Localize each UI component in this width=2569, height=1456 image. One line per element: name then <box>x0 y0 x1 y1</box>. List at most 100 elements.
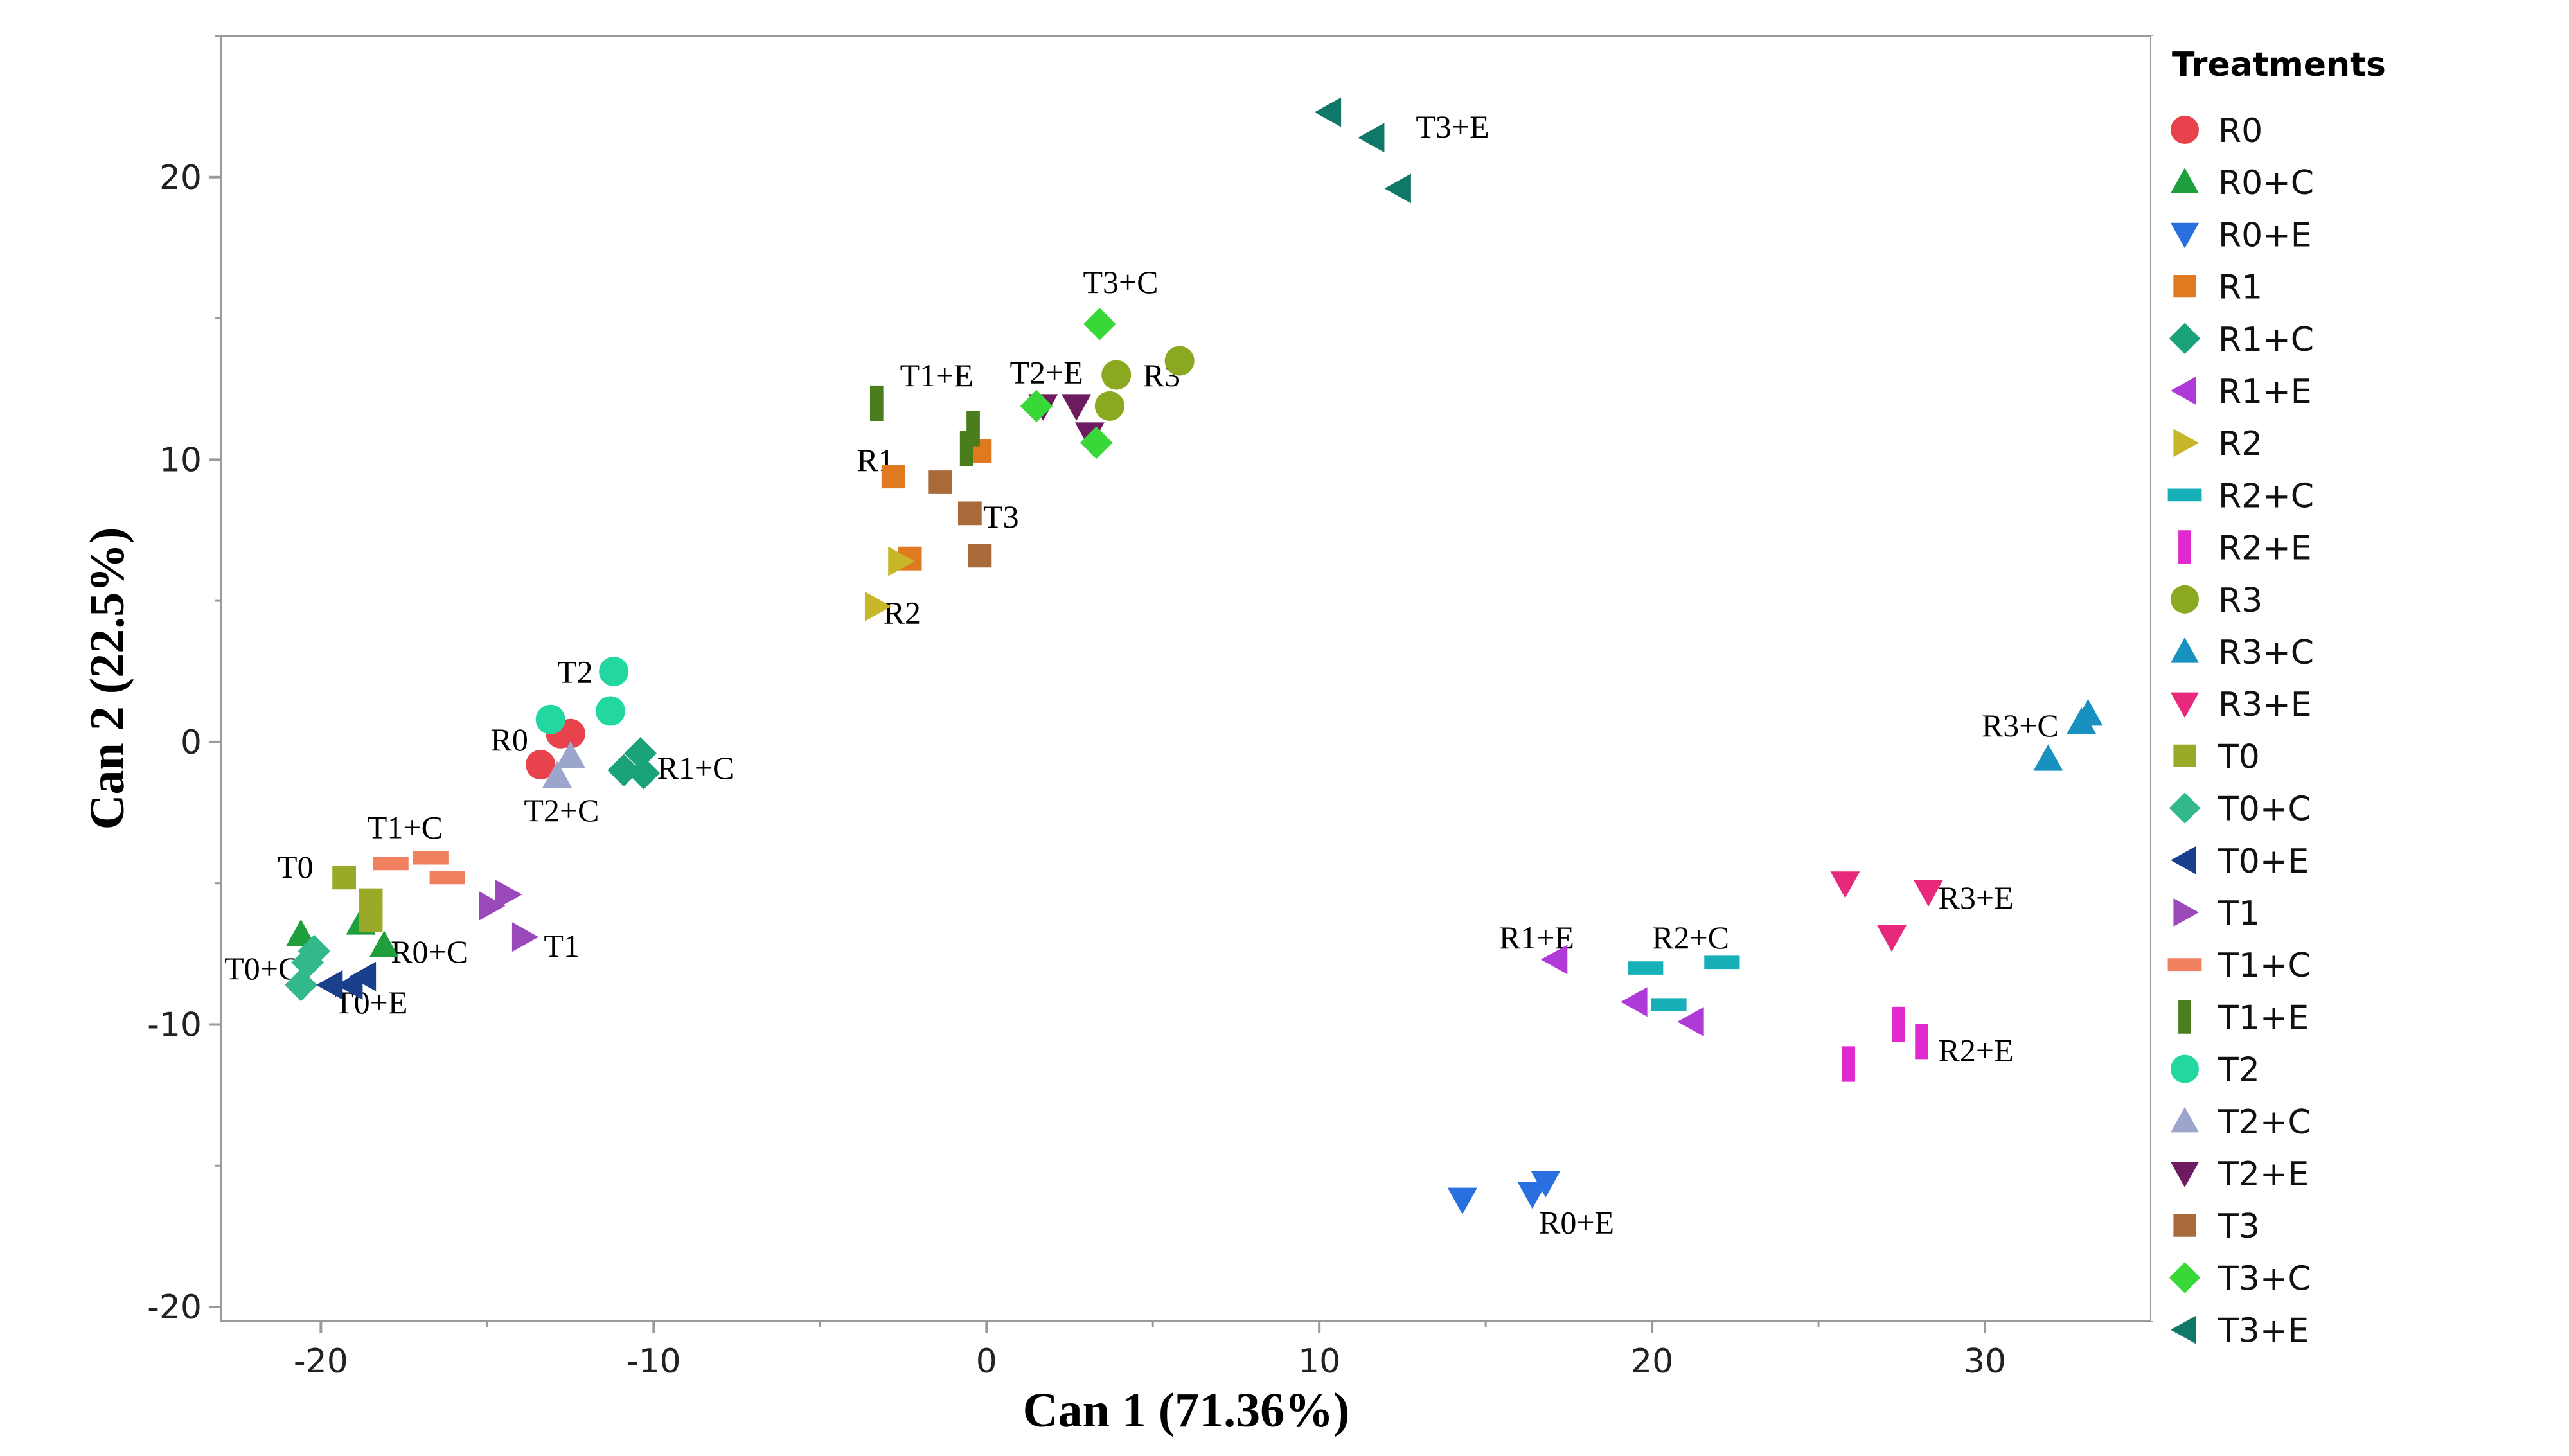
point-r3-plus-c <box>2033 744 2063 771</box>
annotation-t2-plus-c: T2+C <box>524 792 599 828</box>
y-tick-label: 10 <box>159 441 202 479</box>
legend-marker-r3 <box>2171 585 2199 614</box>
series-t1 <box>479 880 539 952</box>
annotation-t0-plus-c: T0+C <box>224 950 299 986</box>
series-t0-plus-c <box>285 934 331 1002</box>
point-r3 <box>1164 346 1195 376</box>
annotation-r0: R0 <box>491 722 528 758</box>
legend-label-r1-plus-e: R1+E <box>2218 373 2312 411</box>
point-t0-plus-e <box>335 970 363 1000</box>
series-t3 <box>928 470 992 568</box>
legend-label-r2-plus-c: R2+C <box>2218 477 2314 515</box>
series-r2-plus-e <box>1842 1006 1928 1082</box>
series-r3-plus-e <box>1830 871 1943 952</box>
legend-marker-t0-plus-e <box>2171 846 2196 874</box>
point-t0 <box>332 866 357 890</box>
series-t1-plus-e <box>869 385 980 466</box>
legend-marker-r2-plus-e <box>2178 530 2191 564</box>
point-t1-plus-c <box>373 857 409 871</box>
series-r2-plus-c <box>1628 955 1740 1012</box>
axis-ticks: -20 -10 0 10 20 30 -20 -10 0 10 20 <box>147 35 2006 1381</box>
annotation-t3-plus-e: T3+E <box>1416 109 1489 145</box>
legend-label-t3-plus-e: T3+E <box>2218 1312 2309 1351</box>
legend-label-r3-plus-e: R3+E <box>2218 686 2312 724</box>
point-t1 <box>511 922 539 952</box>
point-r0-plus-c <box>369 930 399 957</box>
point-t3 <box>968 544 992 568</box>
legend-marker-t3-plus-e <box>2171 1315 2196 1344</box>
legend-label-t1-plus-c: T1+C <box>2218 946 2311 985</box>
series-r2 <box>864 546 915 621</box>
legend-marker-r1-plus-e <box>2171 377 2196 405</box>
legend-marker-t2 <box>2171 1054 2199 1083</box>
point-t1-plus-c <box>413 851 449 865</box>
y-tick-label: -10 <box>147 1006 202 1044</box>
annotation-r2-plus-e: R2+E <box>1939 1033 2014 1069</box>
y-tick-label: 0 <box>181 724 202 762</box>
x-axis-title: Can 1 (71.36%) <box>1023 1383 1350 1437</box>
point-r1-plus-c <box>624 737 657 770</box>
legend-marker-r2 <box>2173 429 2199 457</box>
annotation-r1-plus-c: R1+C <box>657 750 734 786</box>
point-r1-plus-e <box>1621 987 1648 1017</box>
annotation-r2: R2 <box>884 594 921 630</box>
point-t2-plus-c <box>542 761 573 788</box>
legend-label-r1-plus-c: R1+C <box>2218 321 2314 359</box>
point-t1-plus-e <box>959 431 973 466</box>
point-r0-plus-e <box>1447 1187 1477 1214</box>
y-tick-label: -20 <box>147 1288 202 1327</box>
point-r2 <box>864 591 892 621</box>
data-points <box>285 97 2103 1214</box>
point-r2-plus-e <box>1892 1006 1905 1043</box>
x-tick-label: -10 <box>627 1342 681 1381</box>
point-r2-plus-e <box>1842 1046 1856 1082</box>
point-r2-plus-c <box>1651 998 1687 1012</box>
point-t3 <box>957 501 982 526</box>
point-r2-plus-e <box>1915 1024 1928 1060</box>
legend-marker-r2-plus-c <box>2167 488 2202 502</box>
legend-label-t2-plus-e: T2+E <box>2218 1155 2309 1194</box>
point-t3 <box>928 470 952 494</box>
legend-marker-t2-plus-e <box>2171 1162 2199 1187</box>
point-r3-plus-e <box>1830 871 1860 898</box>
point-t2-plus-c <box>555 741 585 768</box>
legend-label-r0-plus-c: R0+C <box>2218 164 2314 202</box>
legend-label-r0-plus-e: R0+E <box>2218 216 2312 254</box>
legend-label-r3-plus-c: R3+C <box>2218 634 2314 672</box>
point-r0 <box>526 750 556 780</box>
x-tick-label: 20 <box>1631 1342 1673 1381</box>
point-t2 <box>595 696 625 726</box>
point-r0-plus-e <box>1517 1182 1547 1209</box>
legend-title: Treatments <box>2172 46 2386 84</box>
point-r2-plus-c <box>1704 955 1740 970</box>
legend-label-r0: R0 <box>2218 112 2262 150</box>
point-t2-plus-e <box>1062 394 1092 421</box>
point-r1 <box>881 465 905 489</box>
legend-marker-r1 <box>2173 275 2196 298</box>
y-tick-label: 20 <box>159 159 202 197</box>
legend-label-r1: R1 <box>2218 269 2262 307</box>
x-tick-label: 0 <box>976 1342 997 1381</box>
legend-label-t2-plus-c: T2+C <box>2218 1103 2311 1142</box>
legend-label-t1: T1 <box>2218 894 2260 933</box>
legend-marker-t3 <box>2173 1214 2196 1237</box>
series-t2-plus-c <box>542 741 585 788</box>
x-tick-label: -20 <box>294 1342 348 1381</box>
point-t1 <box>495 880 522 910</box>
annotation-t1: T1 <box>544 928 580 964</box>
point-r1-plus-c <box>607 754 640 787</box>
y-axis-title: Can 2 (22.5%) <box>80 528 134 830</box>
series-r0-plus-e <box>1447 1171 1561 1214</box>
point-r0-plus-e <box>1531 1171 1561 1198</box>
point-r3 <box>1094 391 1124 421</box>
point-r3-plus-c <box>2073 698 2103 726</box>
legend-marker-t0 <box>2173 744 2196 767</box>
series-t1-plus-c <box>373 851 465 885</box>
annotation-r0-plus-c: R0+C <box>391 934 468 970</box>
point-t0-plus-c <box>285 968 317 1002</box>
x-tick-label: 30 <box>1964 1342 2006 1381</box>
legend-label-r2-plus-e: R2+E <box>2218 529 2312 568</box>
x-tick-label: 10 <box>1298 1342 1340 1381</box>
legend-marker-r0-plus-c <box>2171 168 2199 193</box>
chart-frame: -20 -10 0 10 20 30 -20 -10 0 10 20 T3+E T3+C T1+E T2+… <box>28 28 2541 1446</box>
